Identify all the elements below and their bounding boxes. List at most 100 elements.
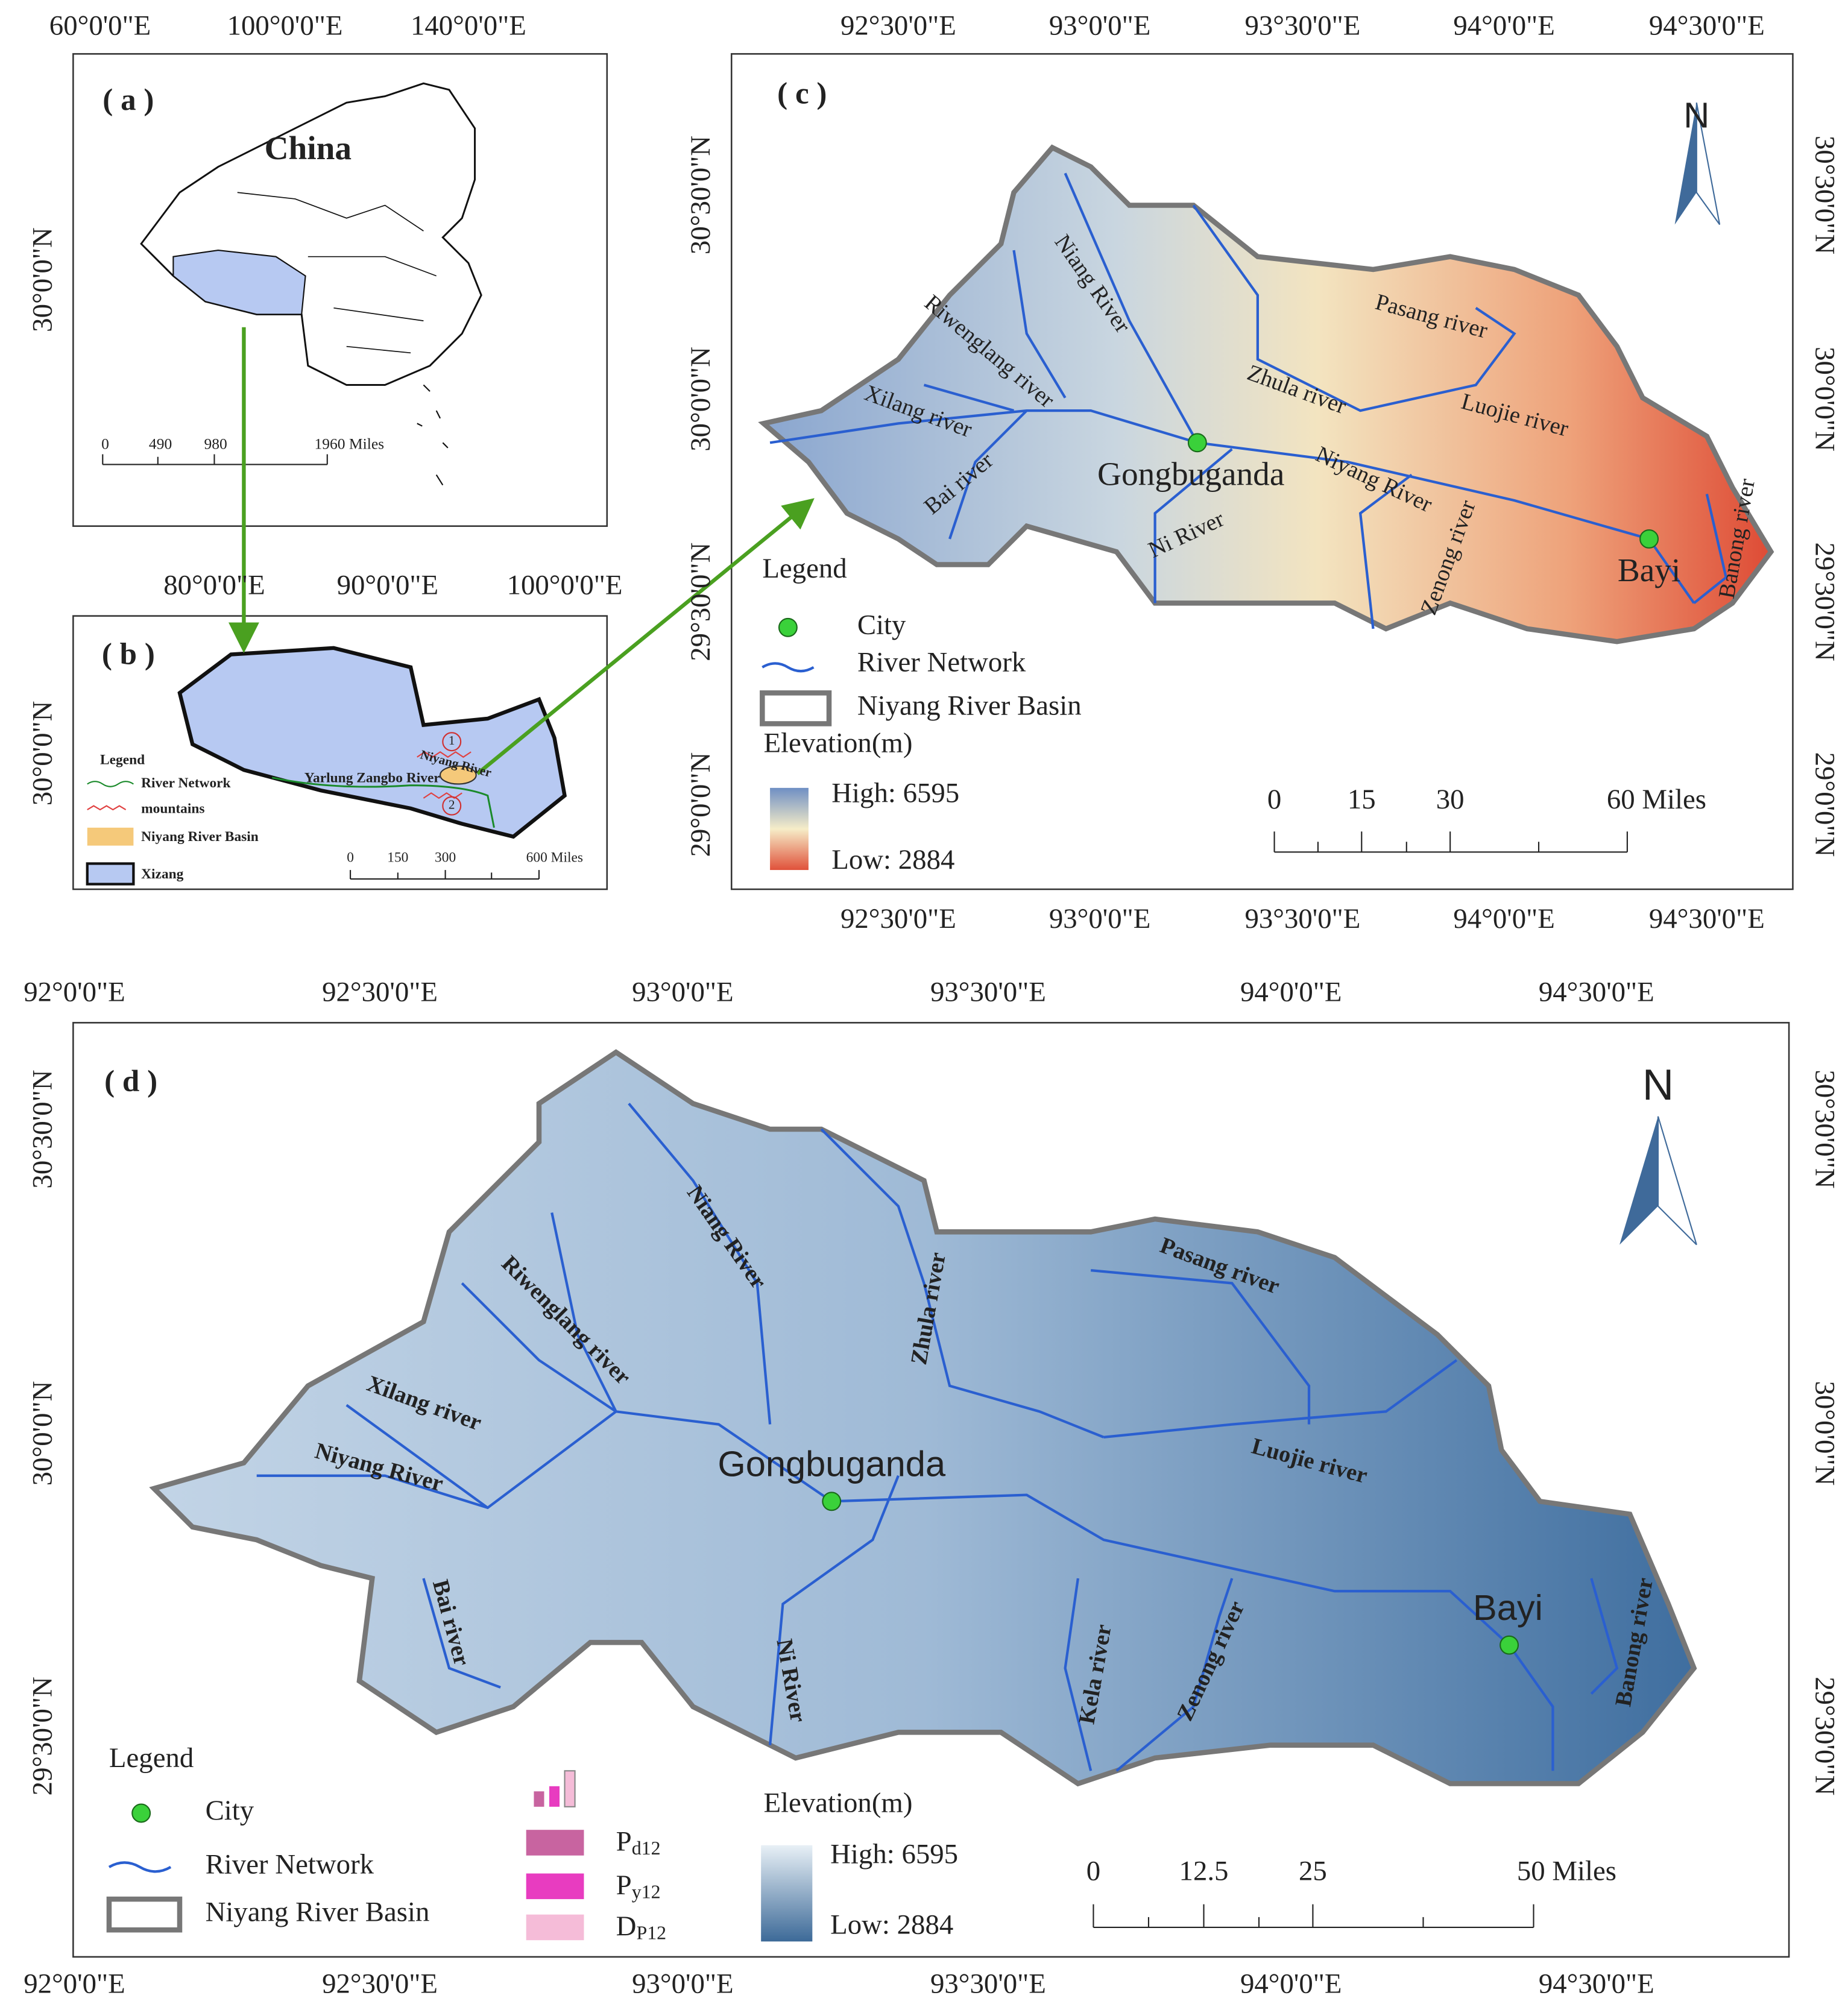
legend-river-c [762,662,815,673]
lon-tick-label: 93°0'0"E [1049,10,1150,42]
legend-xizang-b [86,862,135,886]
lon-tick-label: 93°30'0"E [1244,10,1360,42]
elevation-high: High: 6595 [831,777,959,808]
lat-tick-label: 30°0'0"N [27,1381,58,1486]
symbol: P [616,1826,632,1857]
lon-tick-label: 92°30'0"E [840,10,956,42]
lon-tick-label: 94°30'0"E [1649,903,1765,934]
legend-title: Legend [762,553,847,584]
lat-tick-label: 29°30'0"N [1809,543,1841,661]
panel-a-frame [72,53,608,527]
scale-label: 0 [347,849,354,865]
lon-tick-label: 93°30'0"E [930,1968,1046,2000]
lat-tick-label: 30°30'0"N [1809,136,1841,254]
lat-tick-label: 29°0'0"N [685,752,716,857]
shape [549,1786,560,1807]
lat-tick-label: 30°0'0"N [1809,347,1841,452]
marker-circle [442,796,462,816]
legend-city-c [778,617,798,637]
city-marker [1187,433,1207,453]
legend-swatch-dp [526,1914,584,1941]
north-arrow-d [1619,1116,1658,1245]
legend-label: Pd12 [616,1826,661,1859]
panel-label: ( c ) [777,76,827,110]
lon-tick-label: 100°0'0"E [227,10,343,42]
symbol: D [616,1911,637,1942]
elevation-title: Elevation(m) [763,727,912,758]
lat-tick-label: 30°0'0"N [1809,1381,1841,1486]
yarlung-river [271,777,495,828]
lon-tick-label: 140°0'0"E [411,10,526,42]
scale-label: 12.5 [1179,1855,1229,1886]
legend-swatch-py [526,1873,584,1900]
elevation-low: Low: 2884 [831,844,954,875]
north-label: N [1683,95,1709,136]
subscript: d12 [632,1838,661,1859]
lon-tick-label: 80°0'0"E [163,570,265,601]
legend-label: River Network [141,775,230,791]
lat-tick-label: 30°30'0"N [1809,1070,1841,1188]
city-marker [1639,529,1659,549]
scale-bar-b [350,870,540,880]
north-arrow-c [1695,102,1721,225]
legend-title: Legend [100,752,145,768]
subscript: P12 [636,1923,666,1944]
panel-label: ( a ) [102,83,154,117]
legend-label: City [206,1795,254,1826]
scale-label: 980 [204,435,227,452]
symbol: P [616,1870,632,1901]
basin-c [758,144,1774,644]
scale-label: 25 [1299,1855,1327,1886]
lon-tick-label: 93°30'0"E [1244,903,1360,934]
legend-label: City [857,610,906,641]
legend-label: Py12 [616,1870,661,1903]
panel-c-frame [730,53,1794,890]
marker-label: 2 [449,798,455,812]
lon-tick-label: 94°0'0"E [1453,903,1554,934]
scale-label: 0 [1267,784,1281,815]
scale-label: 30 [1436,784,1465,815]
city-marker [1500,1635,1519,1655]
legend-label: River Network [857,646,1026,678]
lat-tick-label: 29°30'0"N [685,543,716,661]
niyang-basin-b [440,765,477,785]
lat-tick-label: 30°0'0"N [685,347,716,452]
legend-city-d [131,1803,151,1823]
lon-tick-label: 94°0'0"E [1453,10,1554,42]
elevation-ramp-d [761,1845,813,1942]
scale-label: 60 Miles [1607,784,1706,815]
legend-river-d [108,1861,172,1873]
lat-tick-label: 29°30'0"N [27,1677,58,1795]
scale-label: 0 [101,435,109,452]
north-arrow-d [1657,1116,1697,1246]
basin-d [149,1049,1697,1787]
lat-tick-label: 30°0'0"N [27,227,58,332]
lon-tick-label: 100°0'0"E [507,570,623,601]
marker-label: 1 [449,733,455,748]
lon-tick-label: 94°0'0"E [1240,1968,1342,2000]
scale-label: 0 [1086,1855,1100,1886]
lat-tick-label: 29°0'0"N [1809,752,1841,857]
legend-basin-d [106,1896,183,1933]
subscript: y12 [632,1882,661,1903]
lon-tick-label: 93°30'0"E [930,976,1046,1007]
city-marker [822,1492,842,1511]
scale-label: 600 Miles [526,849,583,865]
river-label: Yarlung Zangbo River [304,770,440,786]
panel-label: ( d ) [104,1064,157,1098]
scale-label: 150 [387,849,408,865]
legend-basin-c [760,690,832,726]
panel-label: ( b ) [102,637,155,671]
lon-tick-label: 93°0'0"E [632,1968,733,2000]
lon-tick-label: 92°30'0"E [840,903,956,934]
lon-tick-label: 94°30'0"E [1539,976,1654,1007]
lat-tick-label: 30°30'0"N [27,1070,58,1188]
link-arrow [476,498,815,775]
scale-bar-d [1093,1904,1534,1928]
city-label: Gongbuganda [1097,455,1284,492]
xizang-shape [177,646,567,839]
city-label: Gongbuganda [717,1444,946,1484]
lat-tick-label: 29°30'0"N [1809,1677,1841,1795]
